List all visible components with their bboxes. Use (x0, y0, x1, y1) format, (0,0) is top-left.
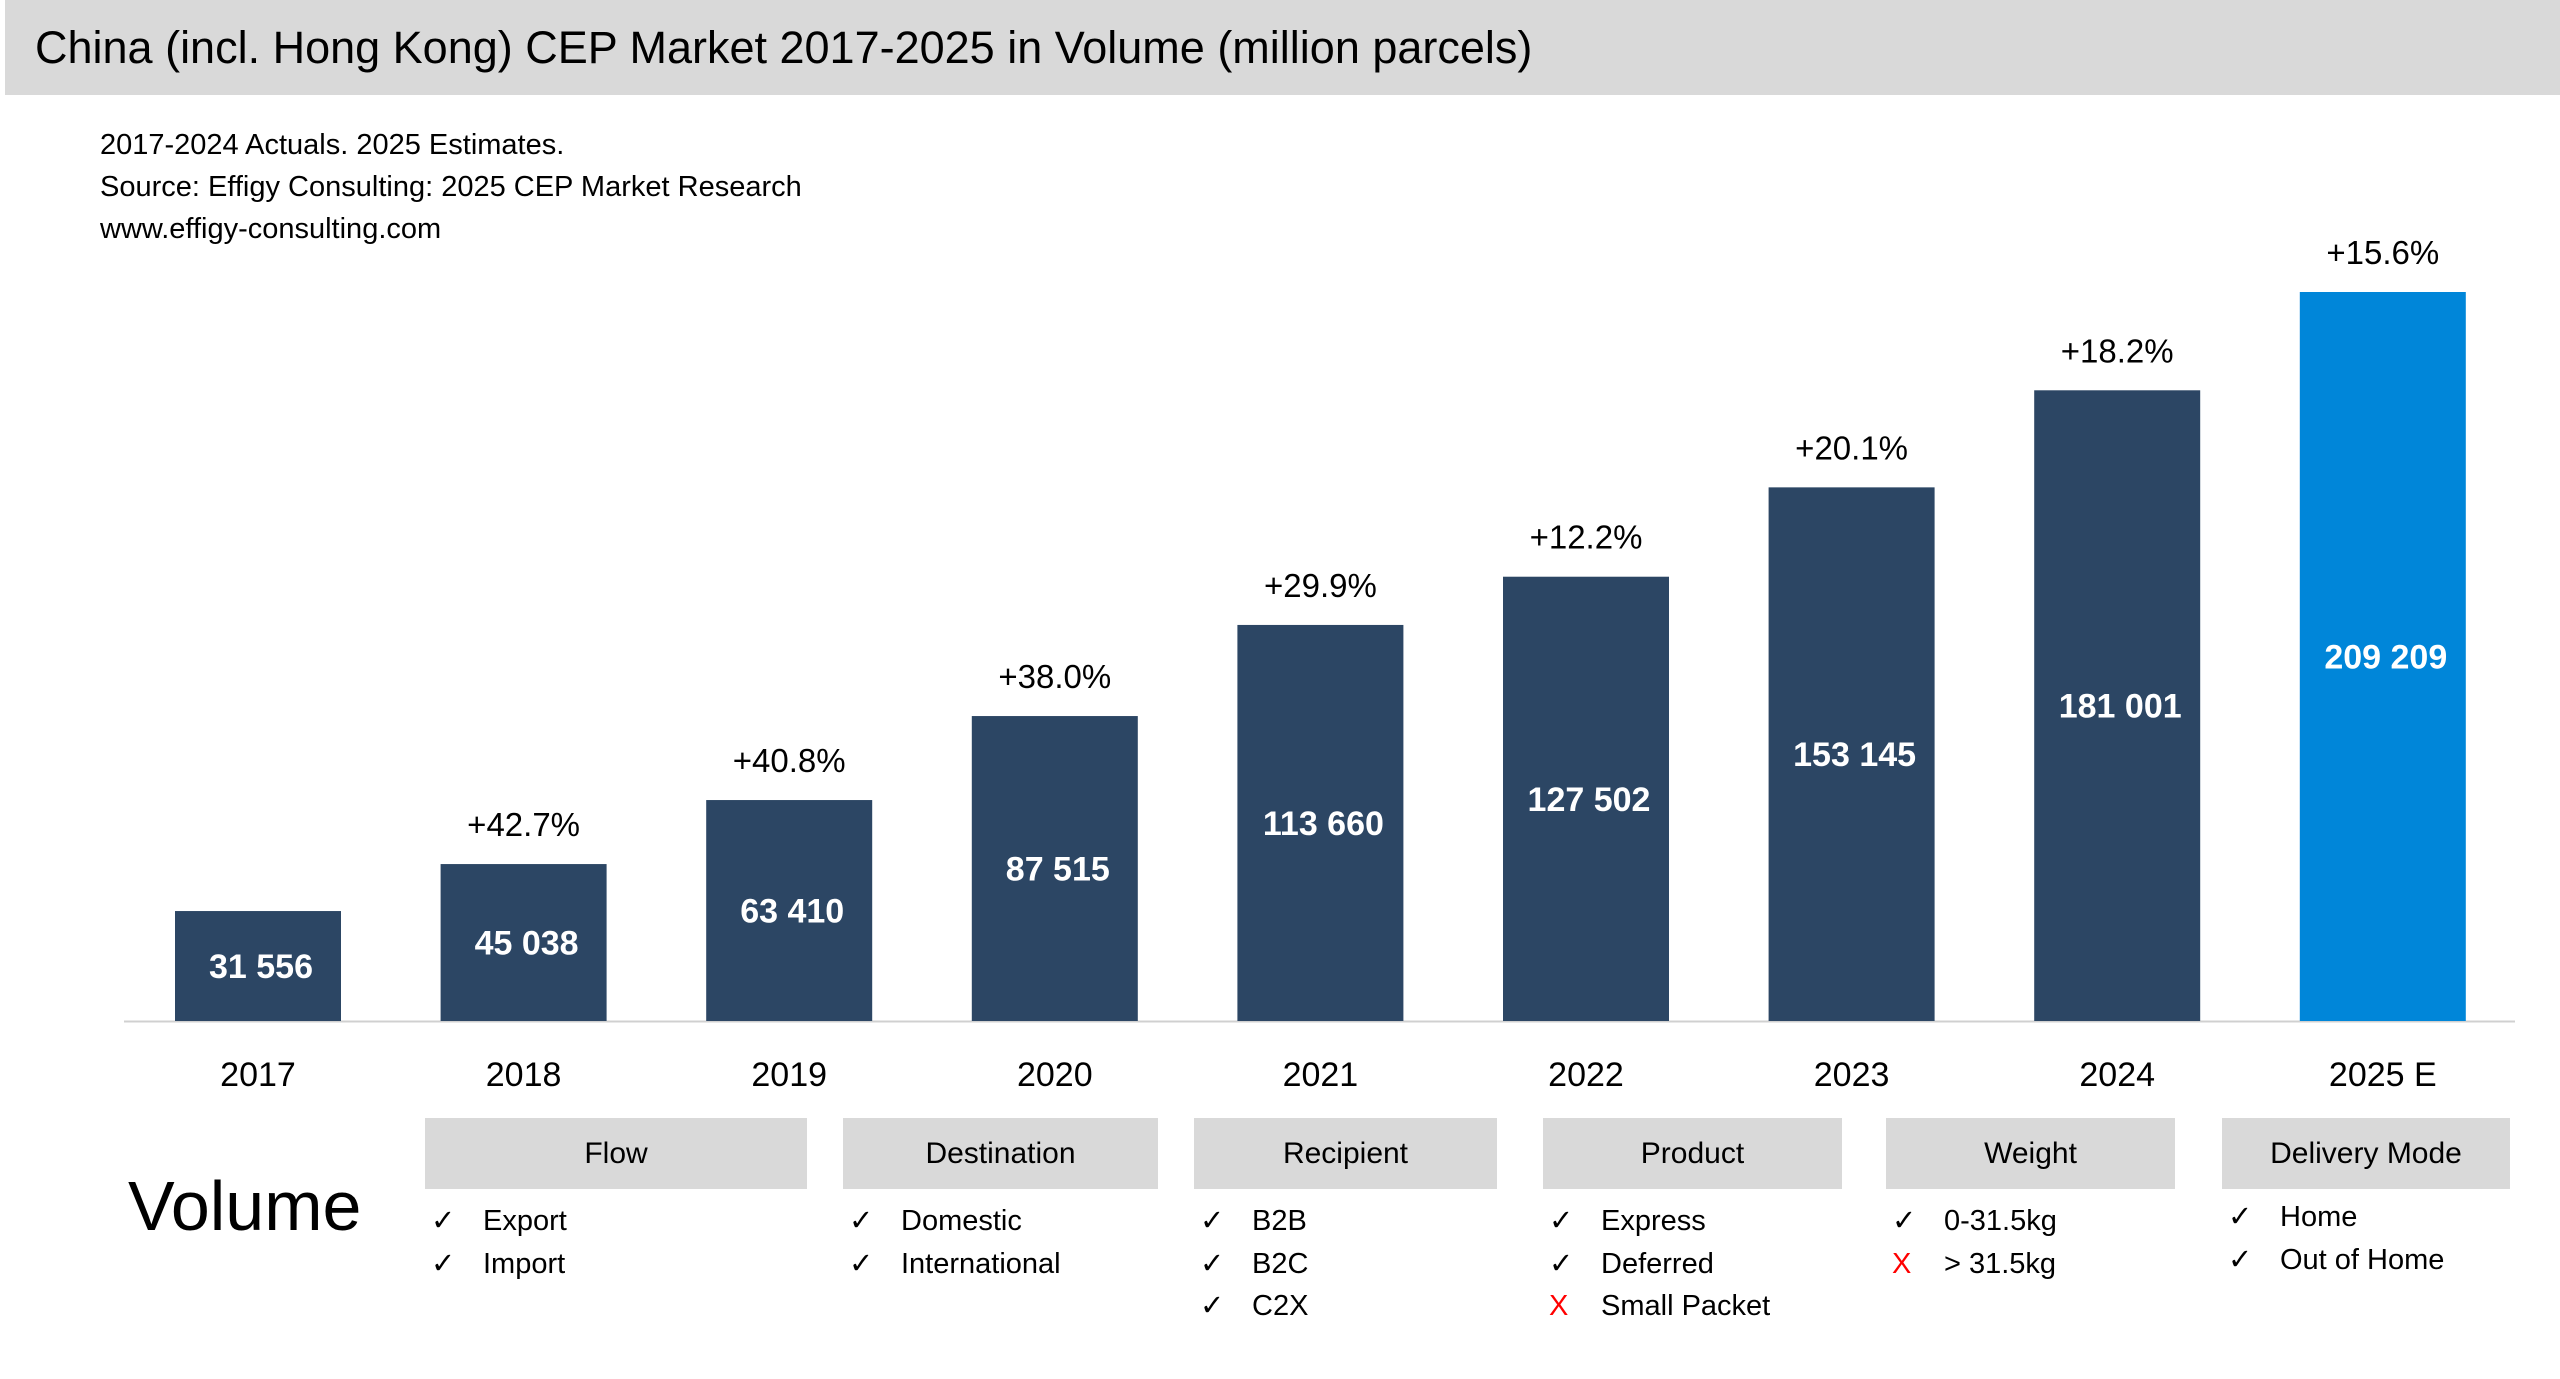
list-item: ✓ Export (425, 1200, 567, 1243)
list-item: ✓ B2C (1194, 1243, 1308, 1286)
value-label: 45 038 (475, 925, 579, 963)
value-label: 63 410 (740, 893, 844, 931)
list-item: ✓ Out of Home (2222, 1239, 2444, 1282)
category-items: ✓ Export ✓ Import (425, 1200, 567, 1285)
growth-label: +20.1% (1795, 429, 1908, 466)
category-items: ✓ 0-31.5kg X > 31.5kg (1886, 1200, 2057, 1285)
value-label: 181 001 (2059, 688, 2182, 726)
chart-title: China (incl. Hong Kong) CEP Market 2017-… (35, 22, 1533, 73)
item-label: > 31.5kg (1944, 1247, 2057, 1280)
item-label: B2C (1252, 1247, 1309, 1280)
list-item: ✓ Import (425, 1243, 567, 1286)
list-item: ✓ B2B (1194, 1200, 1308, 1243)
list-item: X Small Packet (1543, 1285, 1770, 1328)
item-label: Export (483, 1205, 567, 1237)
value-label: 113 660 (1263, 805, 1384, 843)
note-website: www.effigy-consulting.com (100, 213, 442, 245)
category-header-product: Product (1543, 1118, 1842, 1189)
category-items: ✓ Domestic ✓ International (843, 1200, 1061, 1285)
list-item: ✓ 0-31.5kg (1886, 1200, 2057, 1243)
note-source: Source: Effigy Consulting: 2025 CEP Mark… (100, 171, 802, 203)
check-icon: ✓ (849, 1205, 874, 1237)
growth-label: +40.8% (733, 742, 846, 779)
category-header-destination: Destination (843, 1118, 1158, 1189)
x-tick-label: 2017 (220, 1056, 296, 1094)
value-label: 31 556 (209, 948, 313, 986)
list-item: X > 31.5kg (1886, 1243, 2057, 1286)
x-tick-label: 2025 E (2329, 1056, 2437, 1094)
x-tick-label: 2018 (486, 1056, 562, 1094)
value-label: 153 145 (1793, 736, 1916, 774)
growth-label: +15.6% (2326, 234, 2439, 271)
growth-label: +18.2% (2061, 332, 2174, 369)
item-label: Domestic (901, 1205, 1022, 1237)
growth-label: +12.2% (1530, 519, 1643, 556)
item-label: Express (1601, 1205, 1706, 1237)
title-bar: China (incl. Hong Kong) CEP Market 2017-… (5, 0, 2560, 95)
check-icon: ✓ (849, 1247, 874, 1280)
item-label: International (901, 1247, 1061, 1280)
x-tick-label: 2024 (2079, 1056, 2155, 1094)
growth-label: +29.9% (1264, 567, 1377, 604)
note-actuals: 2017-2024 Actuals. 2025 Estimates. (100, 129, 565, 161)
category-items: ✓ Home ✓ Out of Home (2222, 1196, 2444, 1281)
x-tick-label: 2019 (751, 1056, 827, 1094)
bar-2021 (1237, 624, 1404, 1021)
growth-label: +42.7% (467, 806, 580, 843)
check-icon: ✓ (1200, 1290, 1225, 1322)
category-header-recipient: Recipient (1194, 1118, 1497, 1189)
x-tick-label: 2021 (1283, 1056, 1359, 1094)
category-header-weight: Weight (1886, 1118, 2175, 1189)
check-icon: ✓ (431, 1247, 456, 1280)
category-header-flow: Flow (425, 1118, 807, 1189)
value-label: 127 502 (1528, 781, 1651, 819)
check-icon: ✓ (1200, 1205, 1225, 1237)
bar-2019 (706, 800, 873, 1021)
item-label: Import (483, 1247, 566, 1280)
x-tick-label: 2022 (1548, 1056, 1624, 1094)
list-item: ✓ Deferred (1543, 1243, 1770, 1286)
list-item: ✓ Home (2222, 1196, 2444, 1239)
cross-icon: X (1892, 1247, 1912, 1280)
list-item: ✓ C2X (1194, 1285, 1308, 1328)
category-header-delivery-mode: Delivery Mode (2222, 1118, 2510, 1189)
check-icon: ✓ (1549, 1247, 1574, 1280)
item-label: Small Packet (1601, 1290, 1771, 1322)
bar-2018 (440, 864, 607, 1021)
value-label: 209 209 (2324, 639, 2447, 677)
item-label: Deferred (1601, 1247, 1714, 1280)
check-icon: ✓ (431, 1205, 456, 1237)
list-item: ✓ International (843, 1243, 1061, 1286)
value-label: 87 515 (1006, 851, 1110, 889)
check-icon: ✓ (2228, 1243, 2253, 1276)
bar-2022 (1503, 576, 1669, 1021)
check-icon: ✓ (1200, 1247, 1225, 1280)
bar-2023 (1768, 487, 1935, 1021)
notes: 2017-2024 Actuals. 2025 Estimates. Sourc… (100, 124, 802, 250)
x-tick-label: 2023 (1814, 1056, 1890, 1094)
check-icon: ✓ (2228, 1201, 2253, 1233)
volume-label: Volume (128, 1167, 362, 1245)
item-label: Out of Home (2280, 1243, 2445, 1276)
category-items: ✓ Express ✓ Deferred X Small Packet (1543, 1200, 1770, 1328)
category-items: ✓ B2B ✓ B2C ✓ C2X (1194, 1200, 1308, 1328)
cross-icon: X (1549, 1290, 1569, 1322)
bar-2024 (2034, 390, 2201, 1021)
list-item: ✓ Domestic (843, 1200, 1061, 1243)
list-item: ✓ Express (1543, 1200, 1770, 1243)
bar-2020 (971, 716, 1138, 1021)
bar-2017 (175, 911, 341, 1021)
item-label: Home (2280, 1201, 2358, 1233)
check-icon: ✓ (1549, 1205, 1574, 1237)
x-tick-label: 2020 (1017, 1056, 1093, 1094)
bar-2025-E (2299, 292, 2466, 1021)
check-icon: ✓ (1892, 1205, 1917, 1237)
item-label: B2B (1252, 1205, 1307, 1237)
growth-label: +38.0% (998, 658, 1111, 695)
item-label: C2X (1252, 1290, 1309, 1322)
item-label: 0-31.5kg (1944, 1205, 2057, 1237)
